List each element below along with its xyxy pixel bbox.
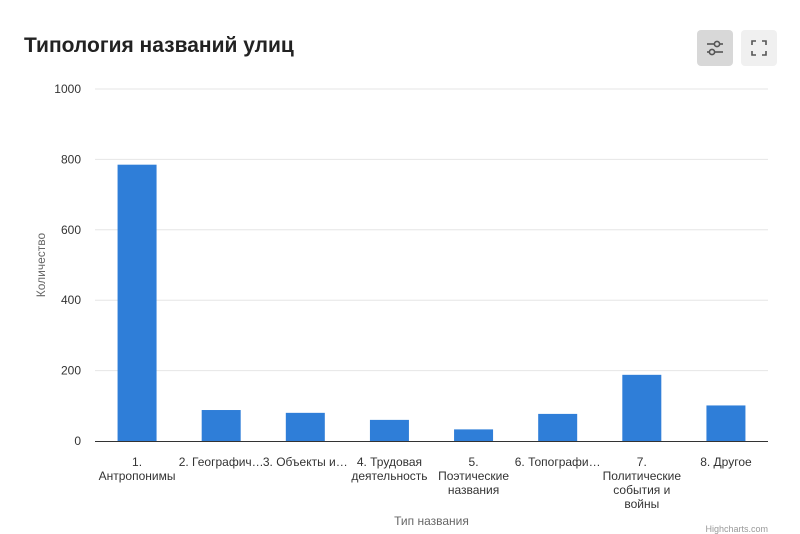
x-tick-label: 5. [469,455,479,469]
y-tick-label: 600 [61,223,81,237]
bar [369,419,409,441]
credits-label[interactable]: Highcharts.com [705,524,768,534]
x-tick-label: 3. Объекты и… [263,455,348,469]
x-tick-label: деятельность [351,469,427,483]
x-tick-label: 7. [637,455,647,469]
fullscreen-icon [751,40,767,56]
x-tick-label: 4. Трудовая [357,455,422,469]
chart-title: Типология названий улиц [24,34,294,57]
y-tick-label: 200 [61,364,81,378]
x-tick-label: 1. [132,455,142,469]
fullscreen-button[interactable] [741,30,777,66]
y-tick-label: 0 [74,434,81,448]
x-tick-label: 8. Другое [700,455,752,469]
bar [117,164,157,441]
x-tick-label: Антропонимы [99,469,176,483]
bar [538,413,578,441]
x-tick-label: Поэтические [438,469,509,483]
bar [622,374,662,441]
x-axis-title: Тип названия [394,514,469,528]
sliders-icon [707,40,723,56]
y-tick-label: 1000 [54,82,81,96]
x-tick-label: 2. Географич… [179,455,264,469]
bar [454,429,494,441]
x-tick-label: названия [448,483,499,497]
bar [706,405,746,441]
bar [285,412,325,441]
x-tick-label: события и [613,483,670,497]
y-axis-title: Количество [34,232,48,297]
y-tick-label: 400 [61,293,81,307]
y-tick-label: 800 [61,152,81,166]
bar [201,410,241,441]
x-tick-label: Политические [603,469,682,483]
filter-button[interactable] [697,30,733,66]
x-tick-label: 6. Топографи… [515,455,601,469]
x-tick-label: войны [624,497,659,511]
